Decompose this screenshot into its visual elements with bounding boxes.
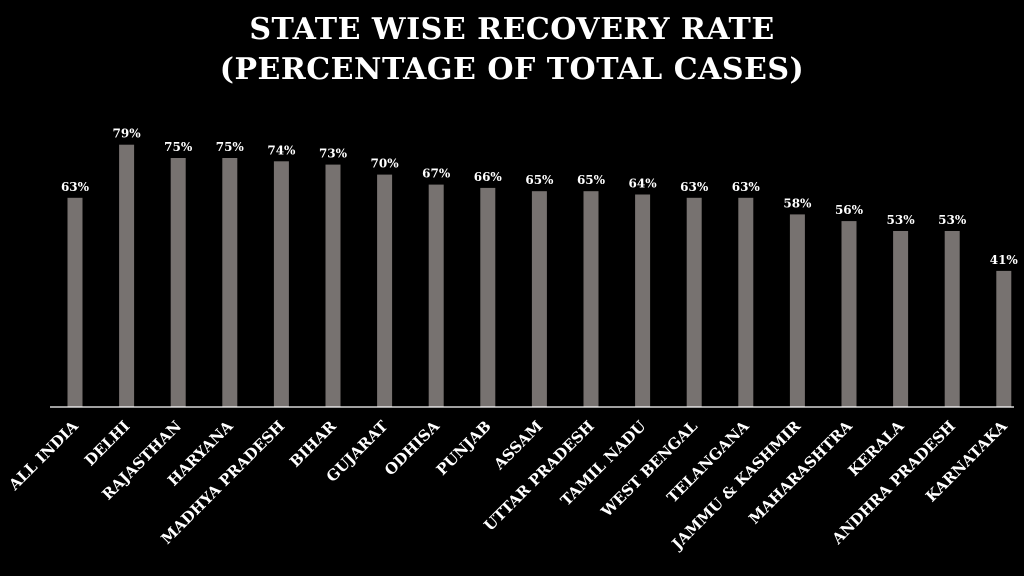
data-label: 53% xyxy=(887,213,916,227)
data-label: 66% xyxy=(474,170,503,184)
bars-group xyxy=(67,144,1012,407)
bar xyxy=(893,231,909,407)
bar xyxy=(273,161,289,407)
x-tick-label: ALL INDIA xyxy=(4,417,82,495)
bar xyxy=(944,231,960,407)
data-label: 65% xyxy=(525,173,554,187)
data-label: 63% xyxy=(61,180,90,194)
bar xyxy=(428,184,444,407)
data-label: 75% xyxy=(164,140,193,154)
bar xyxy=(635,194,651,407)
x-tick-label: DELHI xyxy=(81,417,133,469)
x-tick-label: PUNJAB xyxy=(433,417,495,479)
chart-subtitle: (PERCENTAGE OF TOTAL CASES) xyxy=(219,52,805,87)
data-label: 73% xyxy=(319,147,348,161)
data-label: 63% xyxy=(680,180,709,194)
data-label: 79% xyxy=(113,127,142,141)
bar xyxy=(119,144,135,407)
data-label: 67% xyxy=(422,167,451,181)
data-label: 74% xyxy=(267,143,296,157)
data-label: 63% xyxy=(732,180,761,194)
x-tick-label: MAHARASHTRA xyxy=(745,417,856,528)
bar xyxy=(170,158,186,407)
data-label: 53% xyxy=(938,213,967,227)
bar xyxy=(789,214,805,407)
x-tick-label: ODHISA xyxy=(381,417,443,479)
bar xyxy=(531,191,547,407)
bar xyxy=(67,197,83,407)
value-labels-group: 63% 79% 75% 75% 74% 73% 70% 67% 66% 65% 65% 64% 63% 6… xyxy=(61,127,1018,267)
x-tick-label: WEST BENGAL xyxy=(597,417,701,521)
data-label: 75% xyxy=(216,140,245,154)
data-label: 56% xyxy=(835,203,864,217)
data-label: 41% xyxy=(990,253,1019,267)
data-label: 65% xyxy=(577,173,606,187)
data-label: 64% xyxy=(629,177,658,191)
bar xyxy=(841,221,857,407)
data-label: 70% xyxy=(371,157,400,171)
bar xyxy=(377,174,393,407)
bar xyxy=(325,164,341,407)
bar xyxy=(686,197,702,407)
bar xyxy=(480,187,496,407)
bar xyxy=(583,191,599,407)
data-label: 58% xyxy=(783,196,812,210)
bar xyxy=(996,270,1012,407)
bar xyxy=(222,158,238,407)
bar xyxy=(738,197,754,407)
chart-title: STATE WISE RECOVERY RATE xyxy=(249,12,775,47)
